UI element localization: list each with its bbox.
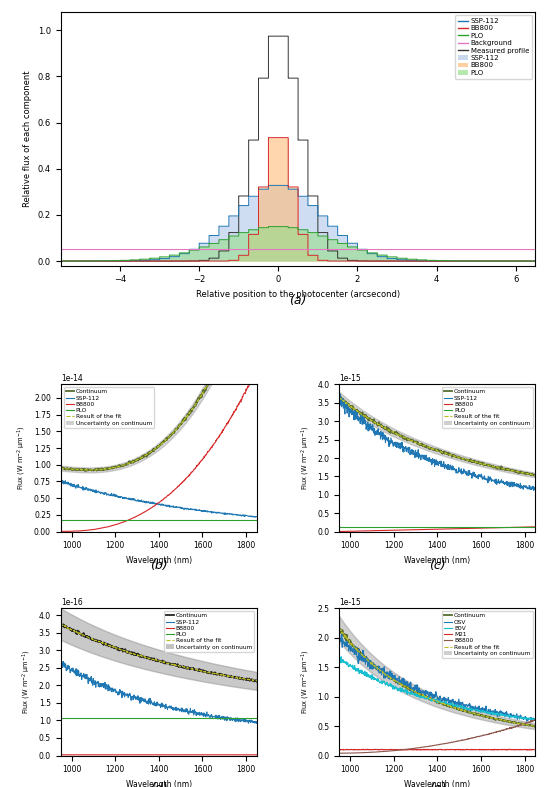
X-axis label: Relative position to the photocenter (arcsecond): Relative position to the photocenter (ar… (196, 290, 400, 299)
Text: 1e-14: 1e-14 (61, 374, 82, 383)
Legend: SSP-112, BB800, PLO, Background, Measured profile, SSP-112, BB800, PLO: SSP-112, BB800, PLO, Background, Measure… (455, 15, 532, 79)
X-axis label: Wavelength (nm): Wavelength (nm) (126, 780, 192, 787)
Text: (b): (b) (150, 559, 168, 571)
Text: (a): (a) (289, 294, 307, 307)
Y-axis label: Flux (W m$^{-2}$ μm$^{-1}$): Flux (W m$^{-2}$ μm$^{-1}$) (21, 649, 33, 714)
Text: (e): (e) (428, 782, 446, 787)
Legend: Continuum, SSP-112, BB800, PLO, Result of the fit, Uncertainty on continuum: Continuum, SSP-112, BB800, PLO, Result o… (163, 611, 254, 652)
X-axis label: Wavelength (nm): Wavelength (nm) (126, 556, 192, 565)
Legend: Continuum, OSV, B0V, M21, BB800, Result of the fit, Uncertainty on continuum: Continuum, OSV, B0V, M21, BB800, Result … (442, 611, 533, 658)
Text: (c): (c) (429, 559, 445, 571)
X-axis label: Wavelength (nm): Wavelength (nm) (404, 556, 470, 565)
Text: (d): (d) (150, 782, 168, 787)
X-axis label: Wavelength (nm): Wavelength (nm) (404, 780, 470, 787)
Legend: Continuum, SSP-112, BB800, PLO, Result of the fit, Uncertainty on continuum: Continuum, SSP-112, BB800, PLO, Result o… (63, 387, 154, 428)
Legend: Continuum, SSP-112, BB800, PLO, Result of the fit, Uncertainty on continuum: Continuum, SSP-112, BB800, PLO, Result o… (442, 387, 533, 428)
Text: 1e-16: 1e-16 (61, 598, 82, 607)
Y-axis label: Flux (W m$^{-2}$ μm$^{-1}$): Flux (W m$^{-2}$ μm$^{-1}$) (16, 426, 29, 490)
Y-axis label: Flux (W m$^{-2}$ μm$^{-1}$): Flux (W m$^{-2}$ μm$^{-1}$) (300, 649, 312, 714)
Y-axis label: Relative flux of each component: Relative flux of each component (23, 71, 32, 207)
Text: 1e-15: 1e-15 (339, 598, 361, 607)
Y-axis label: Flux (W m$^{-2}$ μm$^{-1}$): Flux (W m$^{-2}$ μm$^{-1}$) (300, 426, 312, 490)
Text: 1e-15: 1e-15 (339, 374, 361, 383)
